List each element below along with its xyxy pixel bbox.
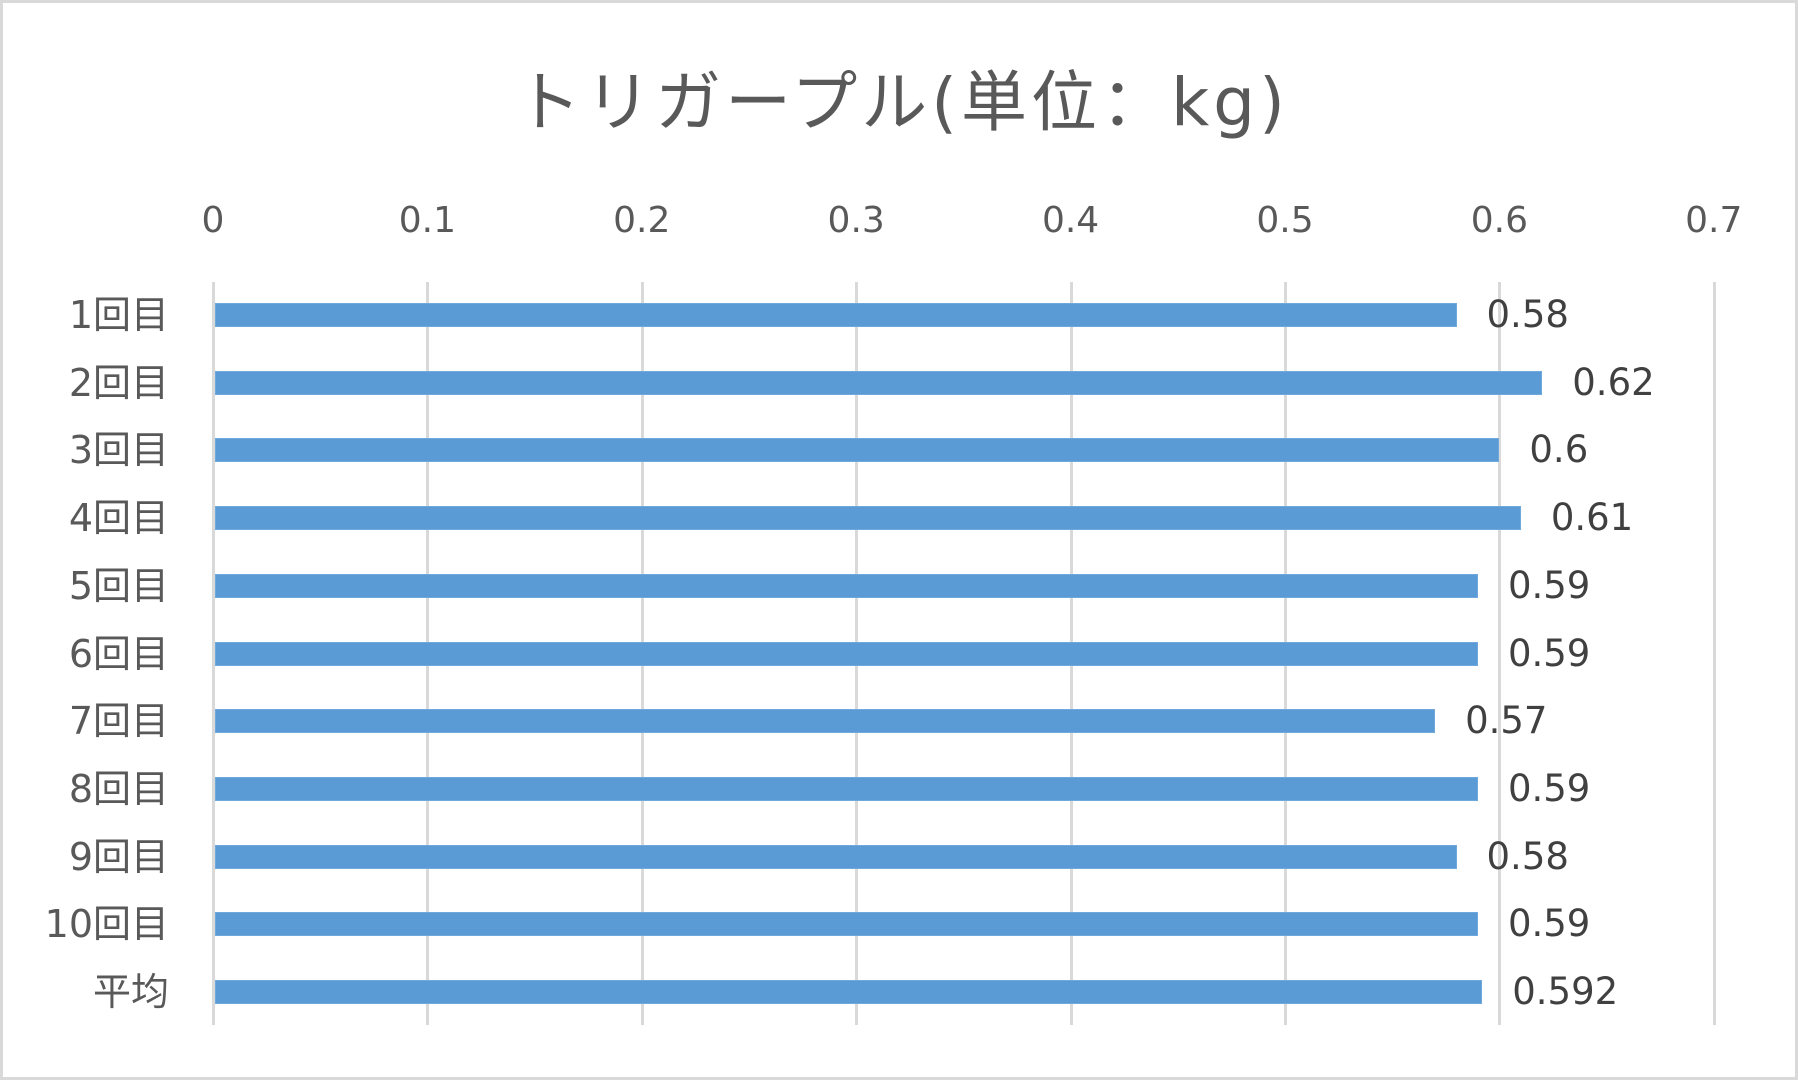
data-label: 0.592 — [1512, 970, 1619, 1013]
category-label: 6回目 — [68, 631, 169, 676]
category-label: 9回目 — [68, 834, 169, 879]
data-label: 0.59 — [1507, 902, 1591, 946]
category-label: 4回目 — [68, 496, 169, 541]
data-label: 0.59 — [1507, 766, 1591, 810]
category-label: 3回目 — [68, 428, 169, 473]
data-label: 0.6 — [1529, 428, 1589, 472]
plot-area: 0 0.1 0.2 0.3 0.4 0.5 0.6 0.7 1回目 0.58 2回目 0.62 3回目 0… — [3, 3, 1798, 1083]
x-tick-label: 0.2 — [613, 200, 671, 241]
data-label: 0.58 — [1486, 834, 1569, 878]
bar — [215, 980, 1483, 1004]
category-label: 7回目 — [68, 699, 169, 744]
bar — [215, 438, 1500, 463]
x-tick-label: 0.6 — [1470, 200, 1529, 241]
gridline — [1712, 282, 1716, 1025]
data-label: 0.58 — [1486, 293, 1569, 336]
data-label: 0.61 — [1550, 496, 1634, 540]
bar — [215, 776, 1478, 801]
data-label: 0.57 — [1465, 699, 1548, 743]
x-tick-label: 0.3 — [827, 200, 885, 241]
bar — [215, 641, 1478, 666]
data-label: 0.62 — [1572, 360, 1655, 404]
category-label: 2回目 — [68, 360, 169, 405]
data-label: 0.59 — [1507, 563, 1591, 607]
category-label: 平均 — [92, 970, 169, 1014]
x-tick-label: 0.4 — [1041, 200, 1100, 241]
gridline — [1498, 282, 1502, 1025]
x-tick-label: 0.5 — [1256, 200, 1314, 241]
data-label: 0.59 — [1507, 631, 1591, 675]
bar — [215, 912, 1478, 937]
x-tick-label: 0.7 — [1685, 200, 1743, 241]
bar — [215, 303, 1457, 327]
bar — [215, 506, 1521, 531]
category-label: 8回目 — [68, 766, 169, 811]
bar — [215, 573, 1478, 598]
bar — [215, 709, 1436, 734]
chart-title: トリガープル(単位：kg) — [515, 64, 1289, 141]
category-label: 5回目 — [68, 563, 169, 608]
bar — [215, 844, 1457, 869]
category-label: 1回目 — [68, 293, 169, 337]
x-tick-label: 0 — [201, 200, 225, 241]
x-tick-label: 0.1 — [398, 200, 457, 241]
category-label: 10回目 — [44, 902, 169, 947]
gridline — [212, 282, 215, 1025]
bar — [215, 370, 1543, 395]
